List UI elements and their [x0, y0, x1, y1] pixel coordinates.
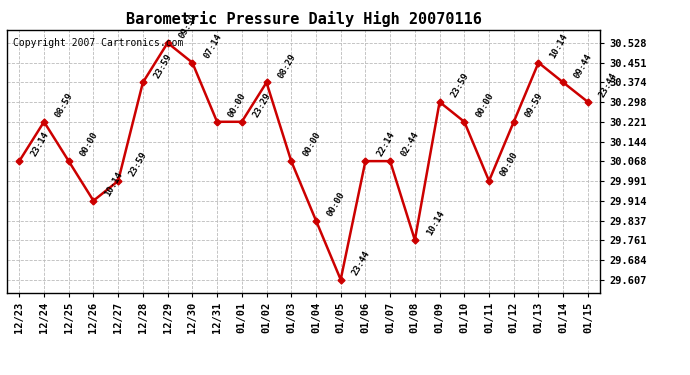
Text: 23:14: 23:14: [29, 130, 50, 158]
Text: 00:00: 00:00: [79, 130, 99, 158]
Text: 10:14: 10:14: [549, 32, 569, 60]
Text: 09:44: 09:44: [573, 52, 594, 80]
Text: 22:14: 22:14: [375, 130, 396, 158]
Text: 23:59: 23:59: [128, 150, 149, 178]
Text: 07:14: 07:14: [202, 32, 224, 60]
Text: 00:00: 00:00: [474, 91, 495, 119]
Text: 23:59: 23:59: [152, 52, 174, 80]
Text: 10:14: 10:14: [424, 210, 446, 237]
Text: 00:00: 00:00: [227, 91, 248, 119]
Title: Barometric Pressure Daily High 20070116: Barometric Pressure Daily High 20070116: [126, 12, 482, 27]
Text: 02:44: 02:44: [400, 130, 421, 158]
Text: 23:44: 23:44: [351, 249, 372, 277]
Text: 08:59: 08:59: [54, 91, 75, 119]
Text: 00:00: 00:00: [499, 150, 520, 178]
Text: 00:00: 00:00: [301, 130, 322, 158]
Text: 23:44: 23:44: [598, 71, 619, 99]
Text: 00:00: 00:00: [326, 190, 347, 218]
Text: 23:59: 23:59: [449, 71, 471, 99]
Text: Copyright 2007 Cartronics.com: Copyright 2007 Cartronics.com: [13, 38, 184, 48]
Text: 10:14: 10:14: [104, 170, 124, 198]
Text: 09:59: 09:59: [524, 91, 544, 119]
Text: 23:29: 23:29: [252, 91, 273, 119]
Text: 09:59: 09:59: [177, 12, 199, 40]
Text: 08:29: 08:29: [276, 52, 297, 80]
